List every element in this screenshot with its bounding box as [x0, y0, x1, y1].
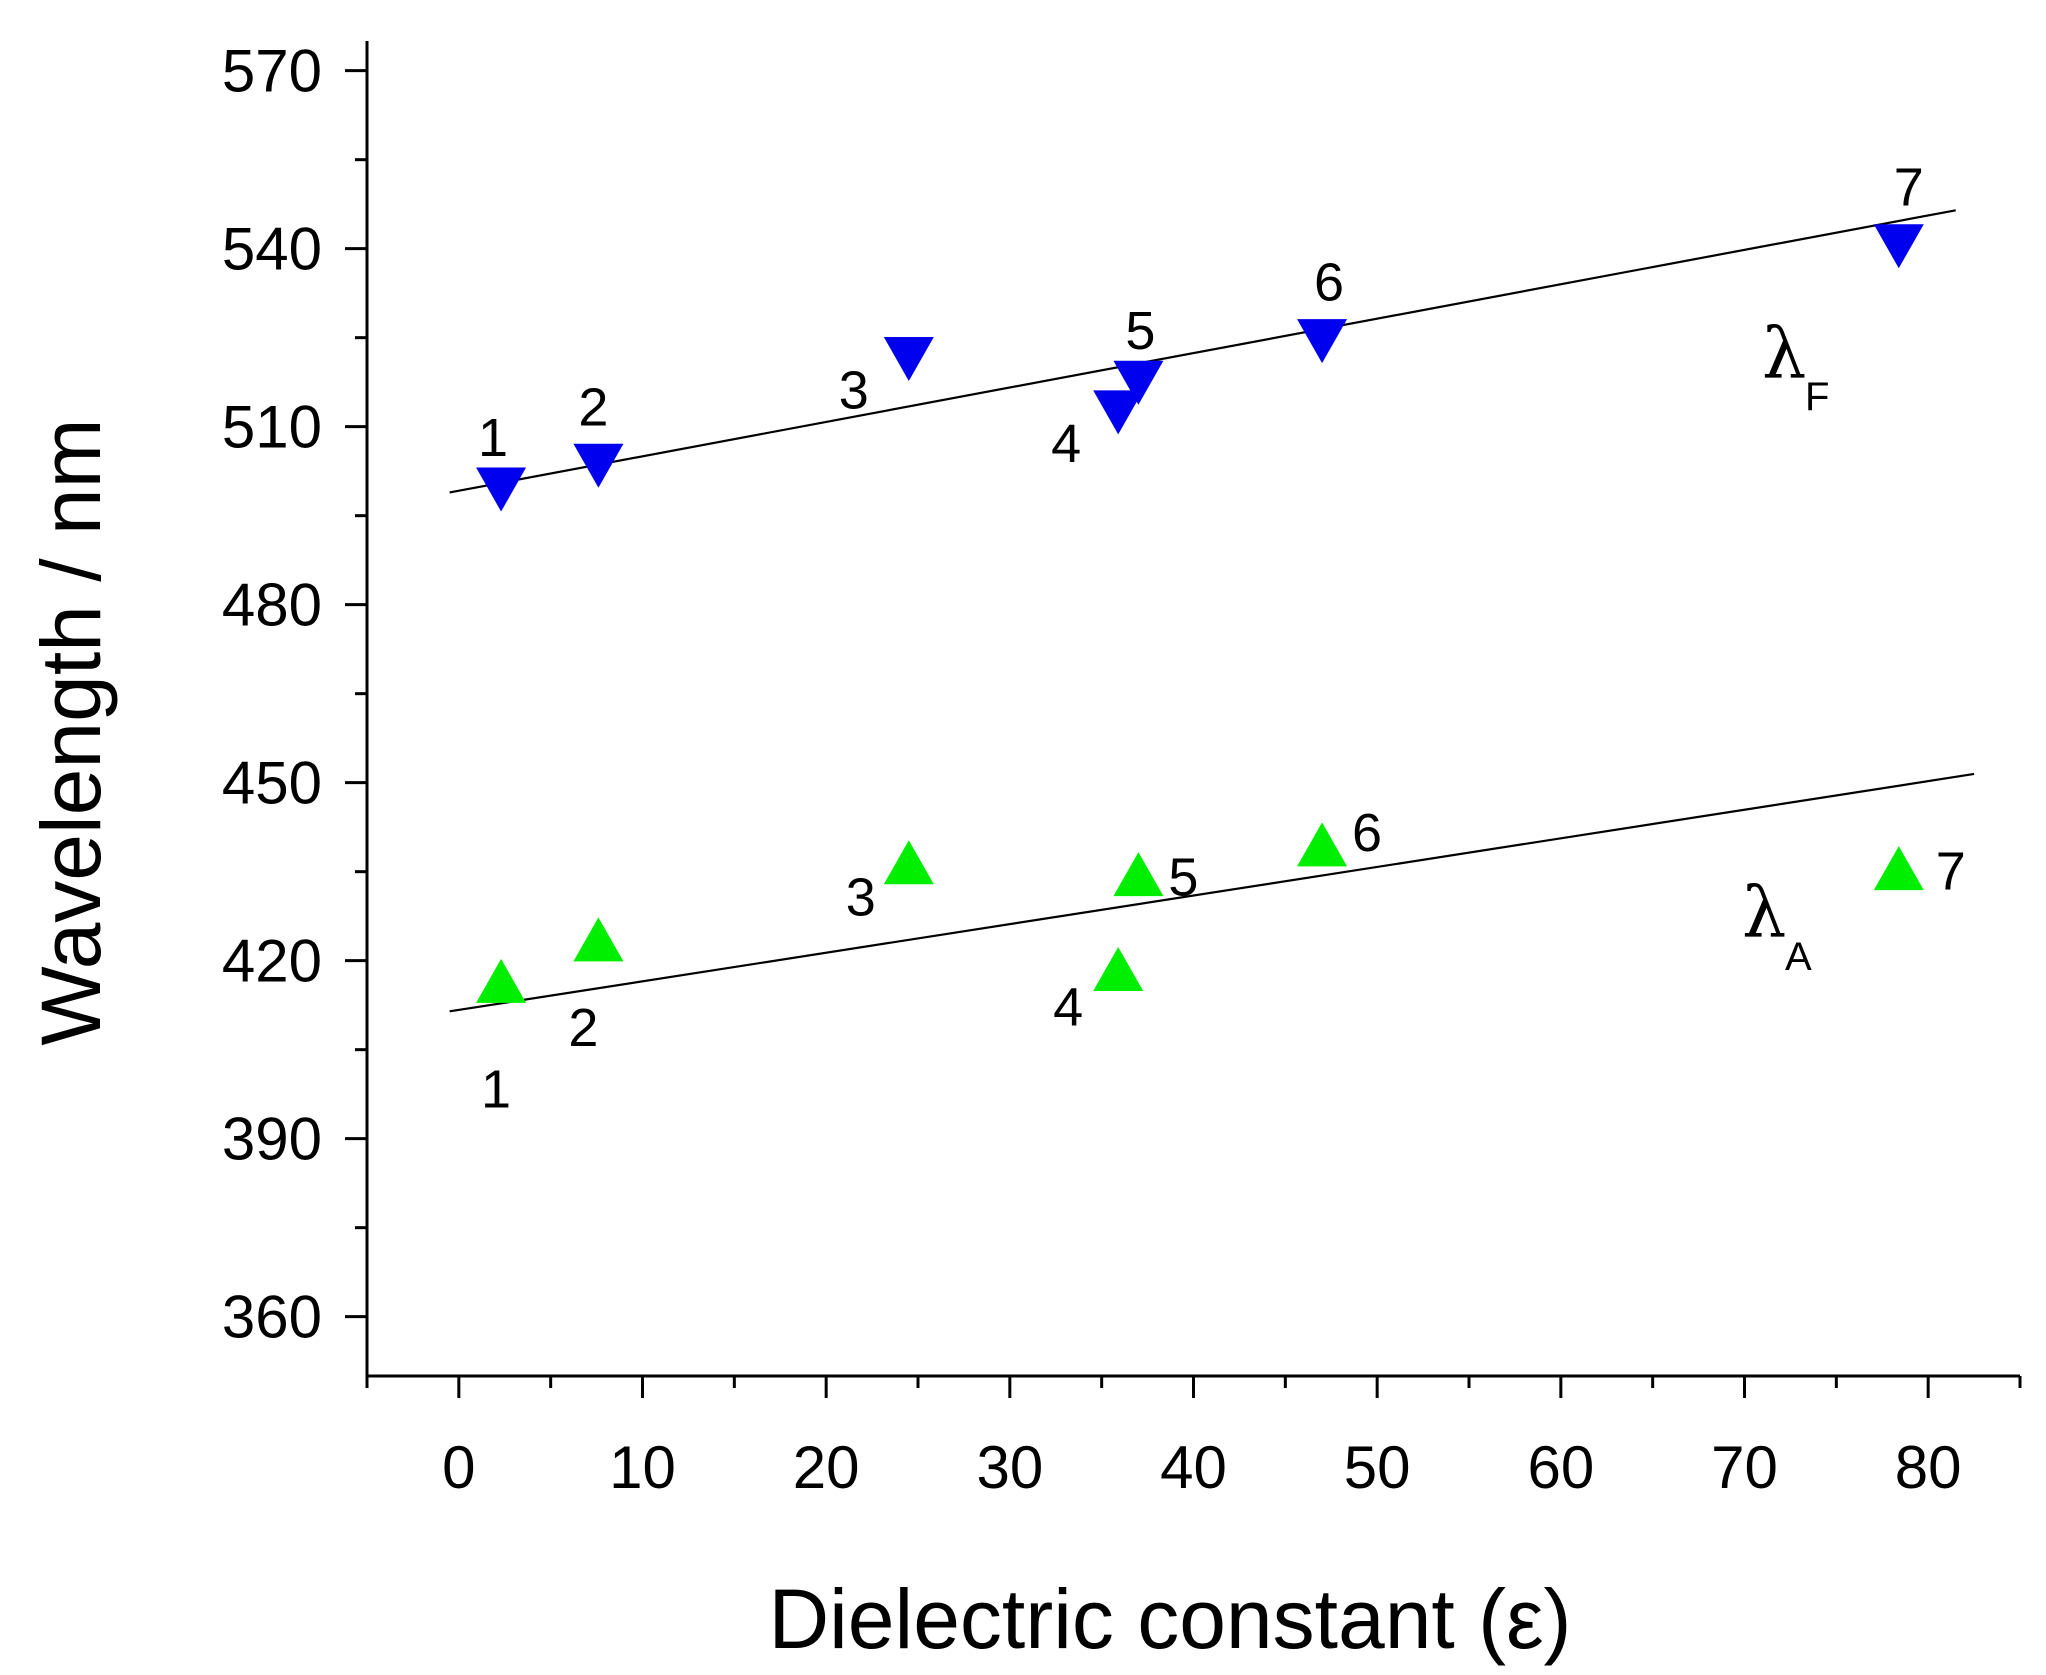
point-label-f-2: 2 [578, 377, 608, 437]
point-label-f-4: 4 [1051, 414, 1081, 474]
x-tick-label: 50 [1344, 1434, 1411, 1501]
data-points [476, 224, 1924, 1003]
point-f-2 [573, 443, 624, 488]
point-label-a-4: 4 [1053, 978, 1083, 1038]
point-f-1 [476, 467, 527, 512]
point-label-f-5: 5 [1125, 301, 1155, 361]
series-label-f: λ F [1762, 313, 1829, 419]
point-f-6 [1297, 319, 1348, 364]
point-f-5 [1113, 360, 1164, 405]
y-tick-label: 570 [222, 38, 322, 105]
point-label-a-2: 2 [568, 998, 598, 1058]
x-tick-label: 0 [442, 1434, 475, 1501]
point-f-7 [1873, 224, 1924, 269]
point-a-3 [883, 840, 934, 885]
point-label-a-6: 6 [1352, 803, 1382, 863]
y-tick-label: 480 [222, 572, 322, 639]
series-label-f-symbol: λ [1762, 313, 1806, 395]
x-tick-label: 80 [1895, 1434, 1962, 1501]
point-a-2 [573, 917, 624, 962]
point-label-f-1: 1 [478, 408, 508, 468]
point-label-a-5: 5 [1168, 848, 1198, 908]
series-label-f-subscript: F [1805, 375, 1829, 419]
fit-line-a [449, 772, 1975, 1013]
point-label-a-3: 3 [846, 868, 876, 928]
x-tick-label: 70 [1711, 1434, 1778, 1501]
series-label-a: λ A [1742, 872, 1812, 979]
x-tick-label: 60 [1527, 1434, 1594, 1501]
y-tick-label: 450 [222, 750, 322, 817]
fit-lines [449, 209, 1975, 1013]
point-a-7 [1873, 846, 1924, 891]
series-label-a-subscript: A [1785, 935, 1812, 979]
y-tick-label: 420 [222, 928, 322, 995]
x-tick-label: 30 [976, 1434, 1043, 1501]
y-tick-label: 510 [222, 394, 322, 461]
point-label-f-6: 6 [1314, 253, 1344, 313]
y-tick-label: 540 [222, 216, 322, 283]
point-label-f-7: 7 [1894, 158, 1924, 218]
point-a-6 [1297, 822, 1348, 867]
point-a-5 [1113, 852, 1164, 897]
point-label-f-3: 3 [839, 360, 869, 420]
y-axis-title: Wavelength / nm [24, 418, 118, 1045]
y-tick-label: 360 [222, 1284, 322, 1351]
point-a-1 [476, 958, 527, 1003]
fit-line-f [449, 209, 1956, 494]
ticks: 0 10 20 30 40 50 60 70 8036039042045048051054057… [222, 38, 2022, 1501]
point-f-3 [883, 336, 934, 381]
point-f-4 [1093, 390, 1144, 435]
axes [365, 41, 2020, 1378]
x-tick-label: 10 [609, 1434, 676, 1501]
point-label-a-1: 1 [481, 1059, 511, 1119]
y-tick-label: 390 [222, 1106, 322, 1173]
x-tick-label: 20 [793, 1434, 860, 1501]
x-tick-label: 40 [1160, 1434, 1227, 1501]
point-label-a-7: 7 [1936, 842, 1966, 902]
series-label-a-symbol: λ [1742, 872, 1786, 954]
point-a-4 [1093, 947, 1144, 992]
x-axis-title: Dielectric constant (ε) [768, 1572, 1571, 1666]
